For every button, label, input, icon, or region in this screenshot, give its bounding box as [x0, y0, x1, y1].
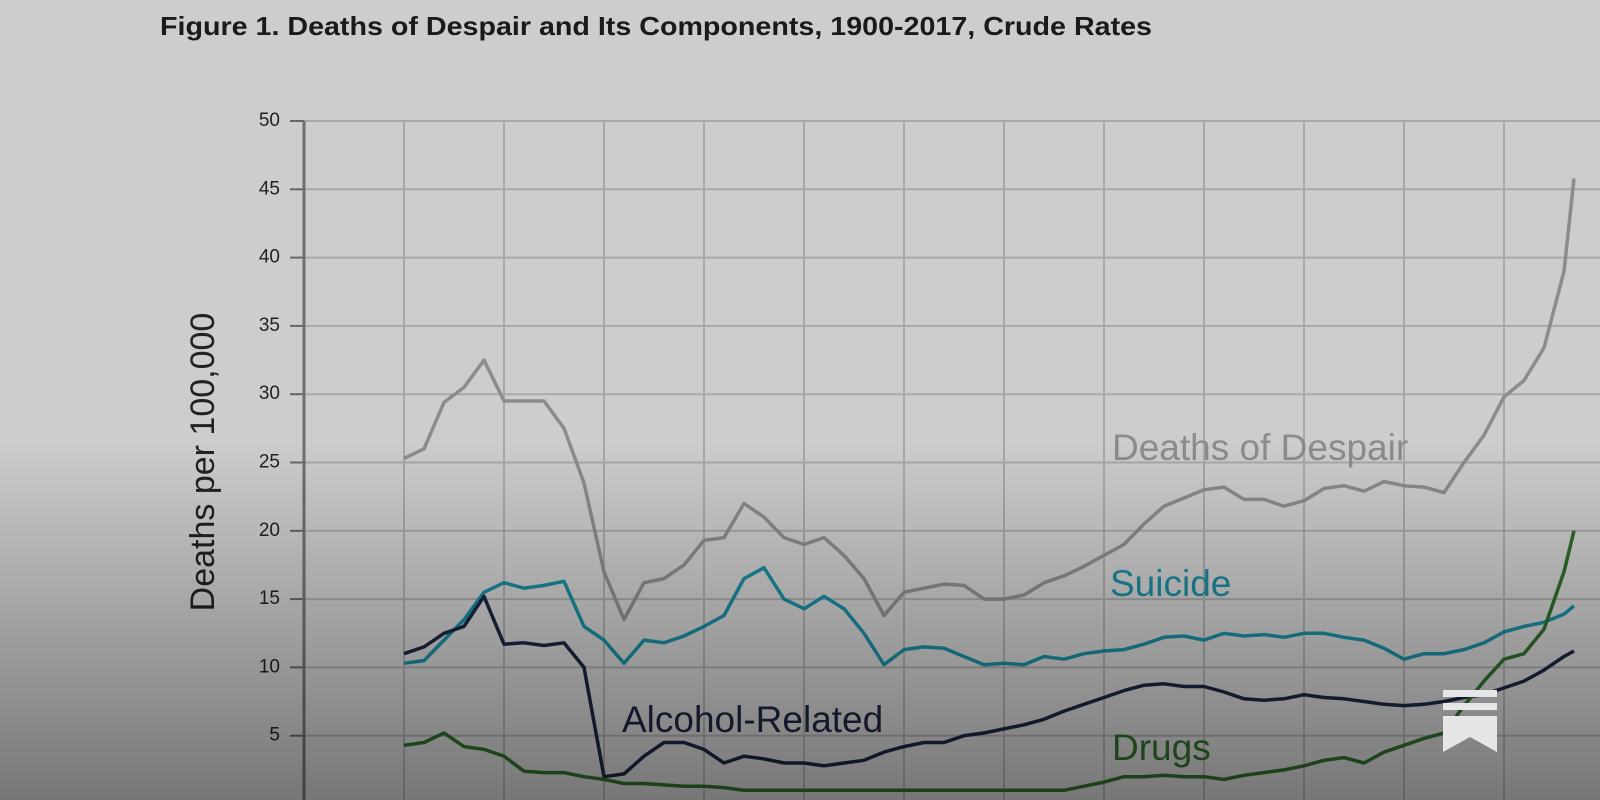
y-tick-label: 45	[259, 178, 280, 199]
icon-flag	[1443, 716, 1497, 752]
y-tick-label: 30	[259, 383, 280, 404]
icon-bar	[1443, 690, 1497, 697]
bottom-shade	[0, 440, 1600, 800]
y-tick-label: 40	[259, 247, 280, 268]
chart-title: Figure 1. Deaths of Despair and Its Comp…	[160, 11, 1152, 41]
bookmark-icon	[1443, 690, 1497, 752]
icon-bar	[1443, 703, 1497, 710]
y-tick-label: 35	[259, 315, 280, 336]
y-tick-label: 50	[259, 110, 280, 131]
